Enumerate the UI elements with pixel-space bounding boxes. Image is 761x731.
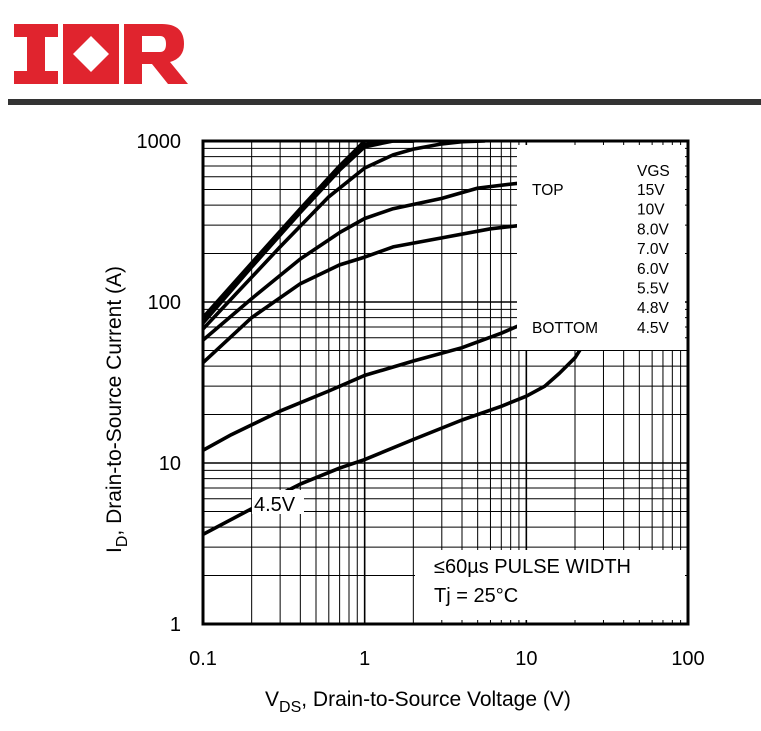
y-axis-title: ID, Drain-to-Source Current (A) [103,266,131,553]
x-tick-label: 10 [515,648,537,670]
legend-header: VGS [637,163,670,180]
curves [203,141,590,537]
tick-labels: 0.1 1 10 100 1 10 100 1000 [137,131,705,670]
legend: VGS TOP BOTTOM 15V 10V 8.0V 7.0V 6.0V 5.5V 4.8… [532,163,670,337]
legend-entry: 15V [637,182,665,199]
legend-top-label: TOP [532,182,564,199]
legend-entry: 6.0V [637,261,670,278]
y-axis-title-sub: D [114,536,131,548]
temperature-note: Tj = 25°C [434,585,518,607]
pulse-width-note: ≤60µs PULSE WIDTH [434,556,631,578]
legend-entry: 8.0V [637,221,670,238]
curve-label-bg [252,490,304,514]
y-tick-label: 10 [159,453,181,475]
ior-logo [8,24,761,105]
y-tick-label: 1000 [137,131,182,153]
legend-entry: 4.5V [637,320,670,337]
series-line-8-0v [203,141,416,325]
legend-entry: 4.8V [637,300,670,317]
x-tick-label: 0.1 [189,648,217,670]
x-tick-label: 100 [671,648,704,670]
y-tick-label: 100 [148,292,181,314]
plot-frame [201,139,690,626]
series-line-4-5v [203,335,590,537]
series-line-5-5v [203,223,525,365]
x-axis-title: VDS, Drain-to-Source Voltage (V) [265,688,571,716]
series-line-6-0v [203,181,525,342]
x-axis-title-sub: DS [279,699,301,716]
y-axis-title-main: I [103,547,126,553]
y-axis-title-rest: , Drain-to-Source Current (A) [103,266,126,536]
series-line-15v [203,141,416,320]
header [0,0,761,110]
y-tick-label: 1 [170,614,181,636]
note-box [415,550,685,620]
legend-box [517,145,685,350]
header-rule [8,99,761,105]
legend-entry: 5.5V [637,281,670,298]
curve-label-4-5v: 4.5V [254,494,296,516]
x-tick-label: 1 [359,648,370,670]
x-axis-title-rest: , Drain-to-Source Voltage (V) [301,688,571,711]
legend-entry: 10V [637,202,665,219]
legend-bottom-label: BOTTOM [532,320,598,337]
x-axis-title-main: V [265,688,279,711]
series-line-4-8v [203,322,525,453]
legend-entry: 7.0V [637,241,670,258]
